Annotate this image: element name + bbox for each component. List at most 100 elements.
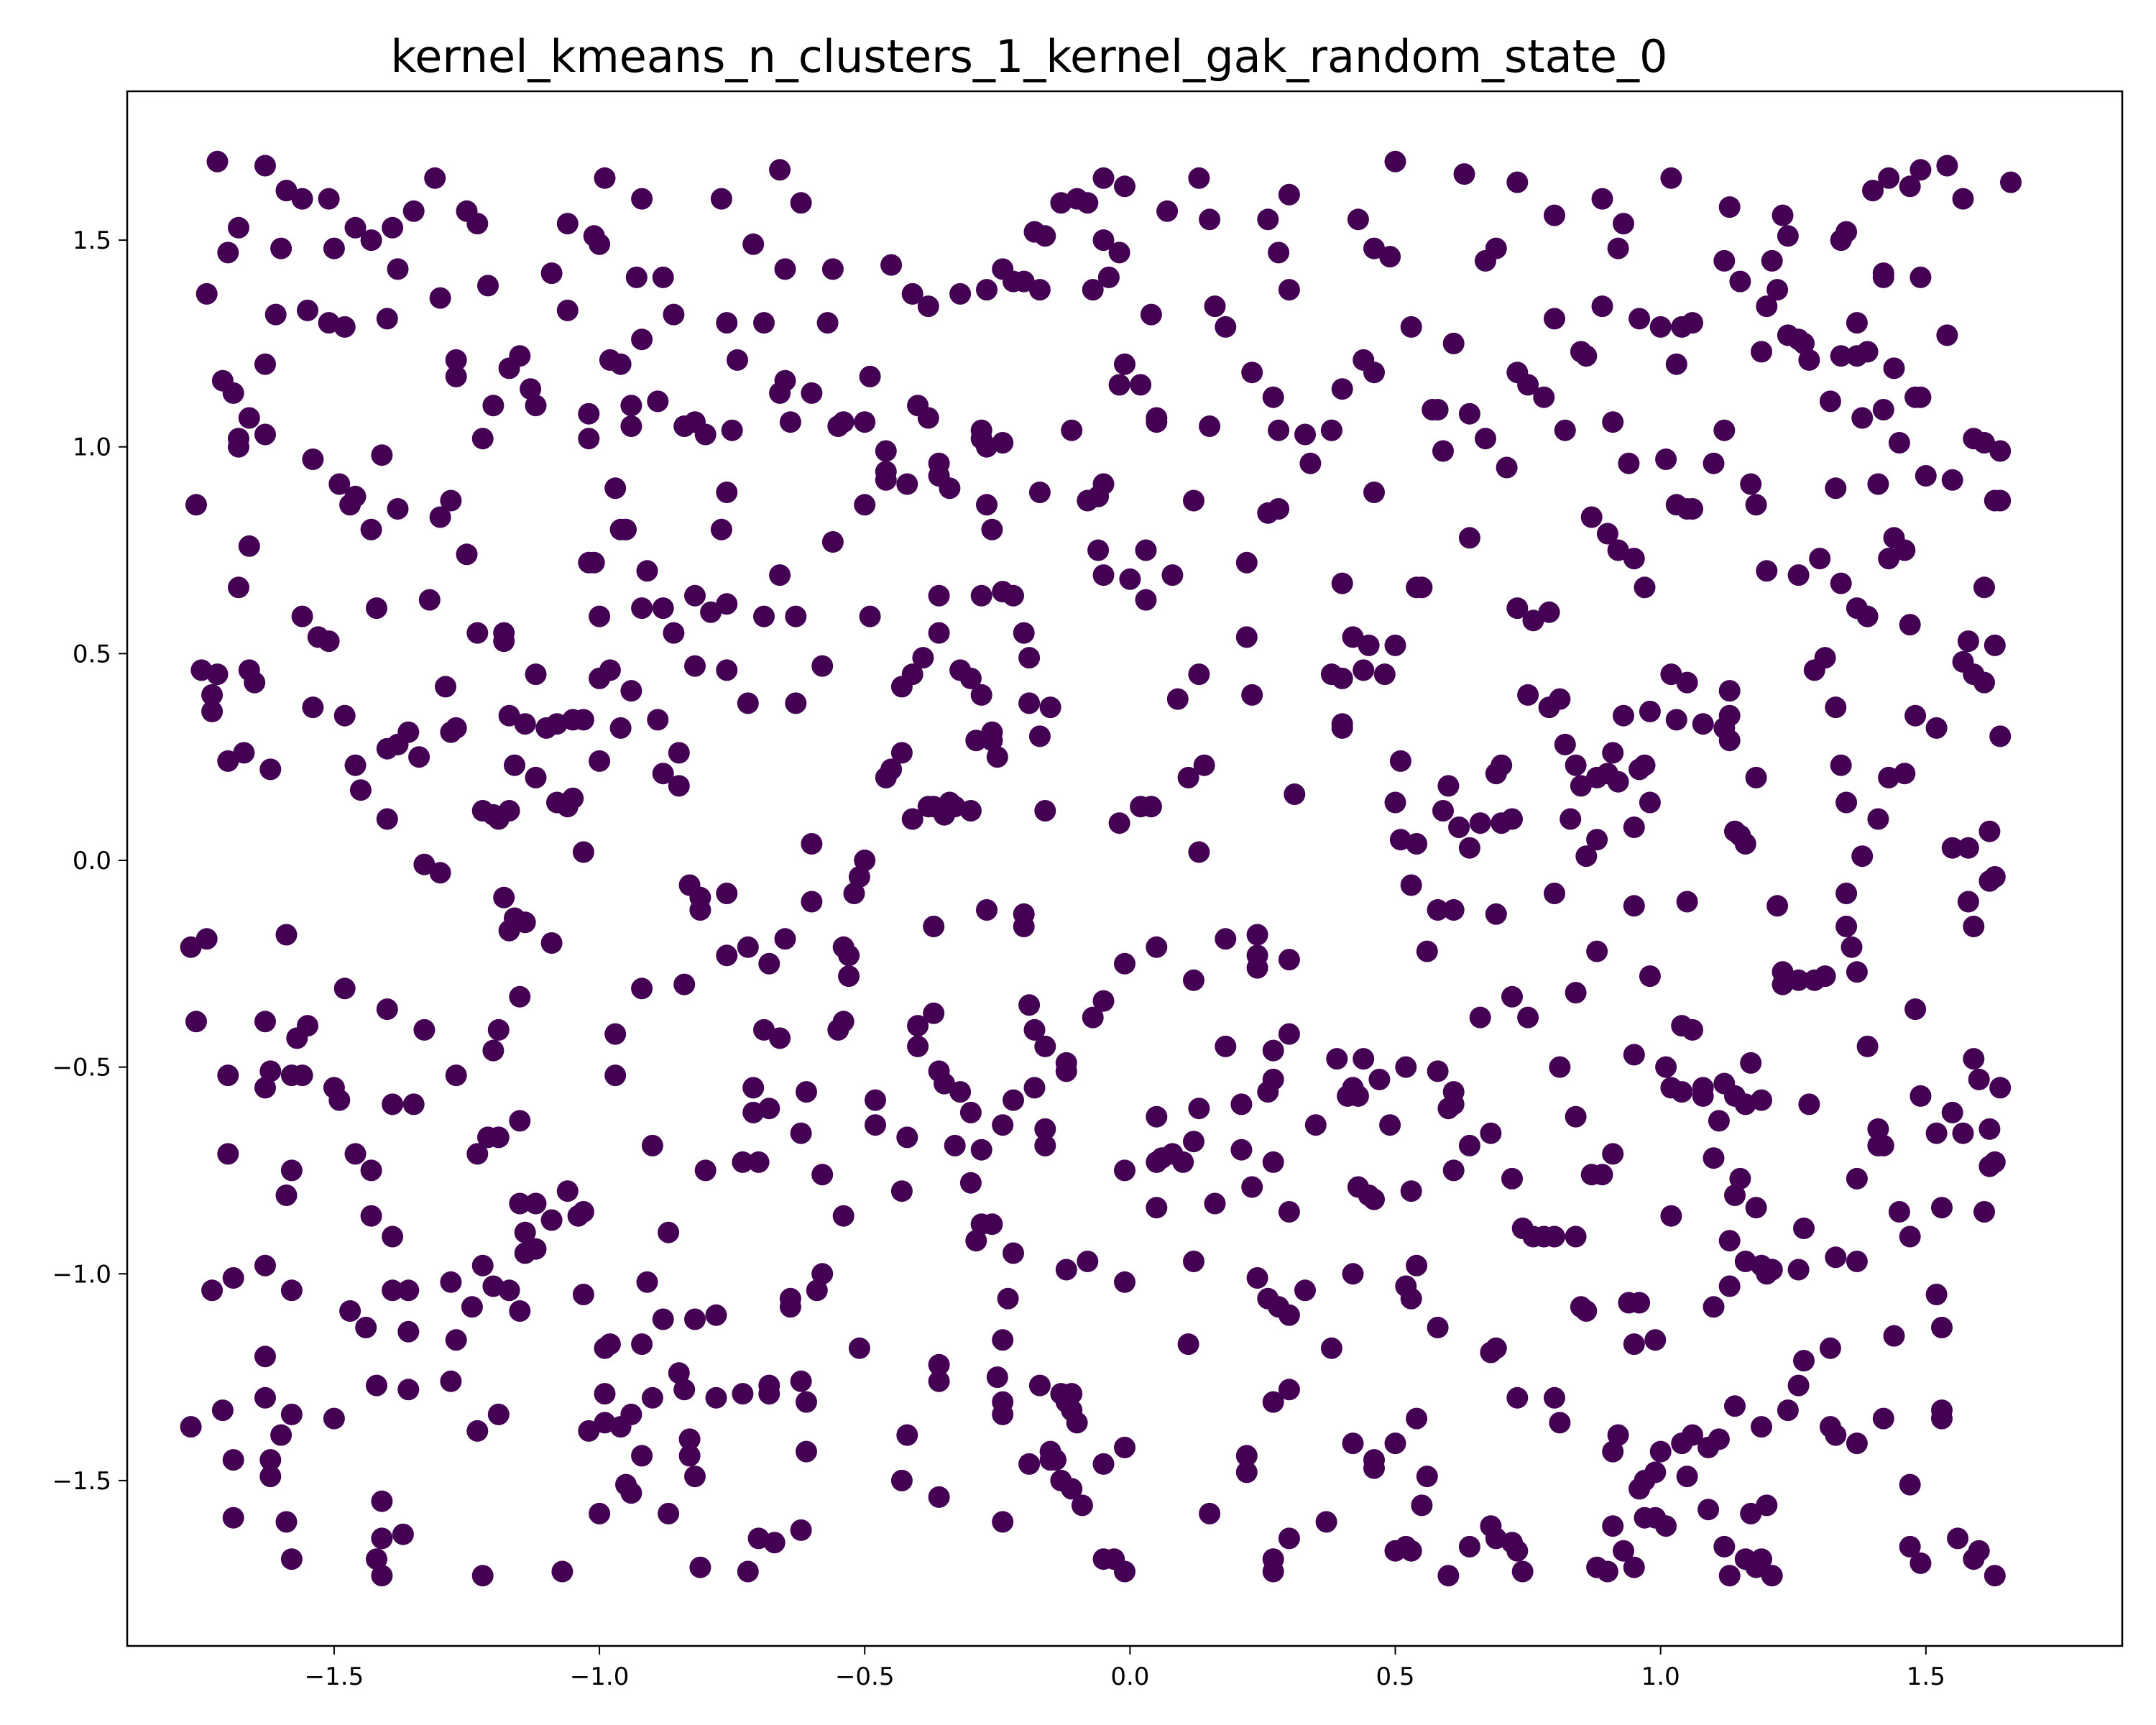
data-point <box>259 1466 282 1488</box>
data-point <box>1437 775 1460 797</box>
data-point <box>280 1403 303 1425</box>
data-point <box>1119 568 1141 590</box>
data-point <box>1183 1131 1204 1153</box>
data-point <box>1565 982 1587 1004</box>
data-point <box>402 200 425 222</box>
data-point <box>1018 692 1041 714</box>
data-point <box>1501 808 1523 830</box>
data-point <box>1703 1147 1725 1169</box>
data-point <box>1108 374 1130 396</box>
data-point <box>1082 1006 1104 1029</box>
data-point <box>376 308 398 330</box>
data-point <box>716 659 738 681</box>
data-point <box>514 1242 536 1264</box>
x-tick-label: 1.0 <box>1641 1662 1680 1691</box>
data-point <box>382 1093 404 1116</box>
data-point <box>1363 482 1385 503</box>
data-point <box>445 1329 467 1351</box>
data-point <box>556 299 579 321</box>
data-point <box>466 622 489 644</box>
data-point <box>435 676 456 698</box>
data-point <box>1028 725 1051 748</box>
x-tick-label: 0.0 <box>1110 1662 1149 1691</box>
data-point <box>1278 1527 1300 1550</box>
data-point <box>753 605 775 627</box>
data-point <box>668 742 690 764</box>
data-point <box>1427 399 1449 420</box>
data-point <box>753 312 775 334</box>
data-point <box>801 833 823 855</box>
data-point <box>525 663 547 686</box>
data-point <box>1570 775 1592 797</box>
data-point <box>1034 1035 1056 1057</box>
data-point <box>1793 1350 1815 1372</box>
data-point <box>509 1110 531 1132</box>
data-point <box>1400 1540 1422 1562</box>
y-tick-label: 1.5 <box>73 226 111 255</box>
data-point <box>673 1379 696 1401</box>
data-point <box>1708 1110 1730 1132</box>
data-point <box>1299 452 1322 474</box>
data-point <box>1639 791 1661 814</box>
data-point <box>445 349 467 371</box>
data-point <box>344 754 367 776</box>
data-point <box>1602 742 1624 764</box>
data-point <box>1400 316 1422 338</box>
data-point <box>1379 1114 1401 1136</box>
data-point <box>1729 1167 1751 1190</box>
data-point <box>1146 1197 1168 1219</box>
data-point <box>992 1511 1014 1533</box>
data-point <box>1602 1440 1624 1463</box>
data-point <box>1235 626 1258 648</box>
data-point <box>1957 837 1979 859</box>
data-point <box>1607 237 1629 259</box>
data-point <box>471 1254 494 1276</box>
data-point <box>477 275 499 297</box>
data-point <box>1984 866 2006 888</box>
data-point <box>1135 589 1157 611</box>
data-point <box>928 584 950 607</box>
data-point <box>1602 1143 1624 1165</box>
data-point <box>976 279 998 301</box>
data-point <box>228 576 249 599</box>
data-point <box>1517 684 1539 706</box>
data-point <box>1114 1271 1135 1293</box>
data-point <box>254 353 276 375</box>
data-point <box>949 1081 972 1103</box>
data-point <box>1458 1134 1480 1156</box>
data-point <box>376 808 398 830</box>
data-point <box>1676 891 1698 913</box>
data-point <box>1544 1386 1565 1409</box>
data-point <box>509 985 531 1008</box>
data-point <box>1114 952 1135 975</box>
data-point <box>514 713 536 735</box>
chart-title: kernel_kmeans_n_clusters_1_kernel_gak_ra… <box>391 30 1668 83</box>
data-point <box>1347 208 1369 231</box>
data-point <box>280 1279 303 1302</box>
data-point <box>1947 1527 1969 1550</box>
data-point <box>859 365 881 387</box>
data-point <box>1623 1333 1645 1356</box>
data-point <box>1830 345 1852 367</box>
data-point <box>1496 456 1518 479</box>
data-point <box>1931 1317 1953 1338</box>
data-point <box>1087 539 1110 561</box>
data-point <box>355 1317 377 1338</box>
data-point <box>625 266 648 288</box>
data-point <box>1978 1118 2001 1140</box>
data-point <box>1066 188 1088 210</box>
data-point <box>1114 1436 1135 1458</box>
data-point <box>1326 1048 1348 1070</box>
data-point <box>1963 1048 1985 1070</box>
data-point <box>1713 1535 1736 1558</box>
data-point <box>636 560 658 582</box>
data-point <box>1607 539 1629 561</box>
data-point <box>1389 750 1411 772</box>
data-point <box>275 924 298 946</box>
data-point <box>1400 1287 1422 1310</box>
data-point <box>572 1284 594 1305</box>
data-point <box>1469 812 1491 834</box>
data-point <box>981 730 1003 752</box>
data-point <box>1846 1432 1868 1455</box>
data-point <box>1437 1565 1460 1587</box>
